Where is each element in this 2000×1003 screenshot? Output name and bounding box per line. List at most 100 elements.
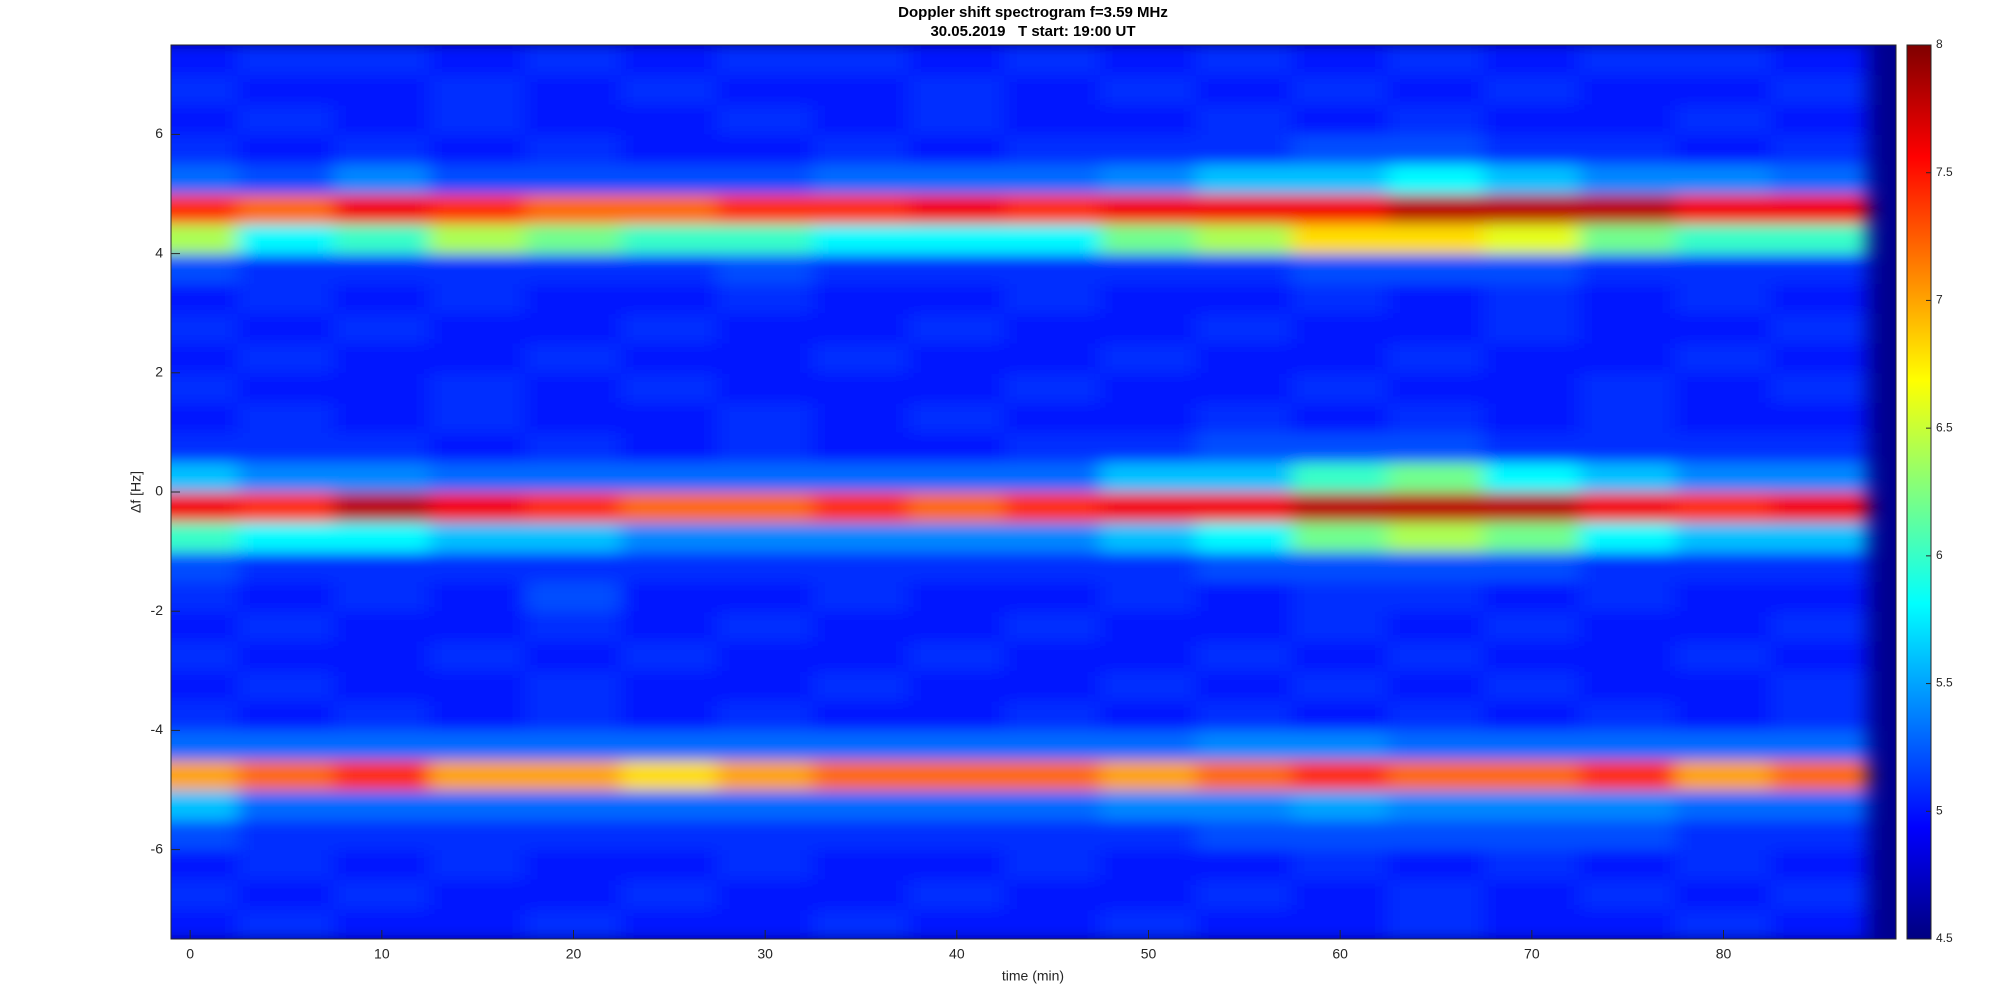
heatmap-cell <box>1675 491 1772 523</box>
heatmap-cell <box>1291 849 1389 880</box>
heatmap-cell <box>1579 849 1677 880</box>
heatmap-cell <box>1675 342 1772 374</box>
heatmap-cell <box>237 342 335 374</box>
heatmap-cell <box>1483 431 1581 463</box>
colorbar-tick-label: 7 <box>1936 293 1943 307</box>
heatmap-cell <box>1675 133 1772 165</box>
heatmap-cell <box>171 45 239 76</box>
heatmap-cell <box>1291 104 1389 135</box>
heatmap-cell <box>908 729 1006 761</box>
heatmap-cell <box>812 640 910 672</box>
colorbar-tick-label: 7.5 <box>1936 165 1953 179</box>
heatmap-cell <box>812 580 910 612</box>
heatmap-cell <box>237 819 335 851</box>
heatmap-cell <box>812 700 910 731</box>
heatmap-cell <box>1100 74 1197 106</box>
heatmap-cell <box>237 104 335 135</box>
heatmap-cell <box>1770 253 1868 284</box>
heatmap-cell <box>237 700 335 731</box>
heatmap-cell <box>1579 610 1677 642</box>
heatmap-cell <box>1004 193 1102 225</box>
heatmap-cell <box>525 282 622 314</box>
heatmap-cell <box>1195 700 1293 731</box>
heatmap-cell <box>1770 74 1868 106</box>
heatmap-cell <box>716 223 814 255</box>
heatmap-cell <box>1579 580 1677 612</box>
heatmap-cell <box>1770 908 1868 939</box>
heatmap-cell <box>1579 193 1677 225</box>
heatmap-cell <box>812 491 910 523</box>
heatmap-cell <box>171 759 239 791</box>
heatmap-cell <box>429 193 527 225</box>
heatmap-cell <box>1770 223 1868 255</box>
heatmap-cell <box>1195 521 1293 553</box>
heatmap-cell <box>1483 193 1581 225</box>
x-axis-label: time (min) <box>1002 968 1064 984</box>
heatmap-cell <box>1579 878 1677 910</box>
heatmap-cell <box>1195 610 1293 642</box>
heatmap-cell <box>1291 640 1389 672</box>
heatmap-cell <box>908 223 1006 255</box>
heatmap-cell <box>1483 610 1581 642</box>
heatmap-cell <box>333 282 431 314</box>
heatmap-cell <box>429 610 527 642</box>
heatmap-cell <box>1770 729 1868 761</box>
heatmap-cell <box>716 789 814 821</box>
heatmap-cell <box>525 74 622 106</box>
heatmap-cell <box>1483 551 1581 582</box>
heatmap-cell <box>333 74 431 106</box>
heatmap-cell <box>908 849 1006 880</box>
y-tick-label: -6 <box>151 840 164 856</box>
heatmap-cell <box>1291 312 1389 344</box>
heatmap-cell <box>333 431 431 463</box>
heatmap-cell <box>1387 312 1485 344</box>
heatmap-cell <box>429 133 527 165</box>
heatmap-cell <box>1770 700 1868 731</box>
heatmap-cell <box>1770 789 1868 821</box>
heatmap-cell <box>333 402 431 433</box>
heatmap-cell <box>1004 431 1102 463</box>
heatmap-cell <box>1770 849 1868 880</box>
heatmap-cell <box>1195 372 1293 404</box>
heatmap-cell <box>1004 45 1102 76</box>
heatmap-cell <box>1100 551 1197 582</box>
heatmap-cell <box>1579 223 1677 255</box>
heatmap-cell <box>1770 551 1868 582</box>
heatmap-cell <box>812 133 910 165</box>
chart-title: Doppler shift spectrogram f=3.59 MHz <box>898 4 1168 21</box>
heatmap-cell <box>908 521 1006 553</box>
heatmap-cell <box>237 849 335 880</box>
heatmap-cell <box>908 133 1006 165</box>
heatmap-cell <box>1675 402 1772 433</box>
heatmap-cell <box>1004 819 1102 851</box>
heatmap-cell <box>1770 372 1868 404</box>
heatmap-cell <box>1291 551 1389 582</box>
heatmap-cell <box>1100 312 1197 344</box>
heatmap-cell <box>333 223 431 255</box>
y-tick-label: 0 <box>155 483 163 499</box>
x-tick-label: 30 <box>757 946 773 962</box>
heatmap-cell <box>1483 74 1581 106</box>
heatmap-cell <box>908 610 1006 642</box>
heatmap-cell <box>1100 878 1197 910</box>
heatmap-cell <box>1675 193 1772 225</box>
heatmap-cell <box>525 878 622 910</box>
heatmap-cell <box>908 580 1006 612</box>
heatmap-cell <box>525 491 622 523</box>
heatmap-cell <box>429 878 527 910</box>
heatmap-cell <box>1483 729 1581 761</box>
heatmap-cell <box>620 551 718 582</box>
heatmap-cell <box>171 640 239 672</box>
heatmap-cell <box>1100 372 1197 404</box>
heatmap-cells <box>171 45 1868 939</box>
heatmap-cell <box>620 580 718 612</box>
heatmap-cell <box>333 670 431 702</box>
heatmap-cell <box>1291 74 1389 106</box>
heatmap-cell <box>333 819 431 851</box>
heatmap-cell <box>1195 849 1293 880</box>
heatmap-cell <box>812 610 910 642</box>
heatmap-cell <box>908 163 1006 195</box>
heatmap-cell <box>716 133 814 165</box>
heatmap-cell <box>1675 849 1772 880</box>
heatmap-cell <box>237 551 335 582</box>
